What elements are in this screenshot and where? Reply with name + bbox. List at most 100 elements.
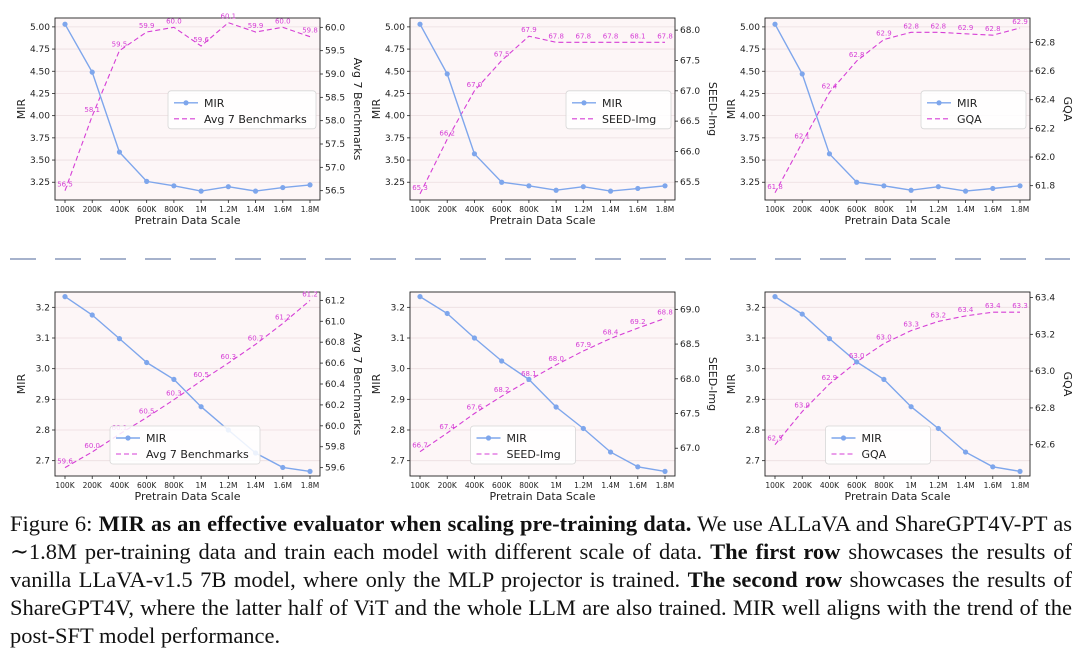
x-tick-label: 100K <box>410 481 430 490</box>
y-tick-label: 2.7 <box>36 457 50 467</box>
mir-point <box>171 183 177 189</box>
plot-frame <box>764 17 1031 201</box>
x-tick-label: 800K <box>874 481 894 490</box>
x-tick-label: 1.2M <box>574 205 592 214</box>
mir-point <box>772 21 778 27</box>
mir-point <box>499 179 505 185</box>
data-label: 62.8 <box>985 25 1001 33</box>
mir-point <box>417 294 423 300</box>
y-tick-label: 4.25 <box>30 89 50 99</box>
y2-axis-label: GQA <box>1061 372 1074 397</box>
y2-tick-label: 57.5 <box>325 140 345 150</box>
data-label: 63.4 <box>985 302 1001 310</box>
legend-performance-label: GQA <box>957 113 982 126</box>
y2-tick-label: 60.4 <box>325 380 345 390</box>
caption-text-1: We use ALLaVA and ShareGPT4V-PT as ∼1.8M… <box>10 511 1072 564</box>
series-line-performance <box>64 299 311 469</box>
mir-point <box>444 71 450 77</box>
x-tick-label: 200K <box>438 481 458 490</box>
legend-box <box>109 425 261 465</box>
x-tick-label: 1.8M <box>301 481 319 490</box>
figure-caption: Figure 6: MIR as an effective evaluator … <box>10 510 1072 650</box>
y2-tick-label: 62.4 <box>1035 96 1055 106</box>
x-tick-label: 1.4M <box>601 481 619 490</box>
series-line-mir <box>419 23 666 192</box>
y-tick-label: 4.00 <box>30 112 50 122</box>
data-label: 62.1 <box>794 133 810 141</box>
data-label: 60.1 <box>221 13 237 21</box>
x-tick-label: 600K <box>137 205 157 214</box>
data-label: 60.0 <box>275 17 291 25</box>
plot-frame <box>54 17 321 201</box>
mir-point <box>89 312 95 318</box>
mir-point <box>526 376 532 382</box>
y2-tick-label: 67.5 <box>680 56 700 66</box>
series-line-mir <box>774 296 1021 473</box>
y-tick-label: 3.2 <box>746 303 760 313</box>
mir-point <box>307 468 313 474</box>
x-tick-label: 1.6M <box>629 481 647 490</box>
data-label: 67.8 <box>657 32 673 40</box>
y2-tick-label: 63.0 <box>1035 367 1055 377</box>
x-axis-label: Pretrain Data Scale <box>135 214 241 227</box>
data-label: 60.3 <box>166 390 182 398</box>
x-tick-label: 200K <box>83 205 103 214</box>
y-tick-label: 4.75 <box>385 45 405 55</box>
mir-point <box>417 21 423 27</box>
mir-point <box>471 335 478 341</box>
x-tick-label: 100K <box>55 205 75 214</box>
x-tick-label: 100K <box>55 481 75 490</box>
data-label: 63.0 <box>849 352 865 360</box>
data-label: 58.1 <box>84 106 100 114</box>
data-label: 60.5 <box>139 407 155 415</box>
mir-point <box>198 404 204 410</box>
y2-tick-label: 59.6 <box>325 464 345 474</box>
y2-tick-label: 59.0 <box>325 70 345 80</box>
data-label: 60.0 <box>166 17 182 25</box>
y-tick-label: 3.0 <box>746 365 761 375</box>
data-label: 60.3 <box>221 353 237 361</box>
legend-mir-marker <box>485 435 492 441</box>
data-label: 63.2 <box>931 311 947 319</box>
data-label: 61.8 <box>767 183 783 191</box>
y2-tick-label: 58.0 <box>325 117 345 127</box>
y-tick-label: 4.50 <box>30 67 50 77</box>
y-tick-label: 5.00 <box>30 23 50 33</box>
data-label: 63.0 <box>876 334 892 342</box>
series-line-performance <box>774 311 1020 446</box>
x-tick-label: 400K <box>820 205 840 214</box>
x-tick-label: 1M <box>905 205 916 214</box>
mir-point <box>662 183 668 189</box>
y-tick-label: 2.9 <box>746 395 761 405</box>
caption-prefix: Figure 6: <box>10 511 99 536</box>
y2-tick-label: 62.2 <box>1035 124 1055 134</box>
y2-axis-label: Avg 7 Benchmarks <box>351 333 364 436</box>
y-tick-label: 3.2 <box>391 303 405 313</box>
mir-point <box>307 182 313 188</box>
y2-tick-label: 68.0 <box>680 26 700 36</box>
y2-axis-label: SEED-Img <box>706 357 719 411</box>
data-label: 68.8 <box>657 308 673 316</box>
y2-tick-label: 61.2 <box>325 296 345 306</box>
mir-point <box>881 183 887 189</box>
legend-performance-label: SEED-Img <box>602 113 656 126</box>
x-tick-label: 1.6M <box>274 481 292 490</box>
data-label: 62.9 <box>822 374 838 382</box>
y2-tick-label: 67.0 <box>680 87 700 97</box>
y2-tick-label: 61.8 <box>1035 182 1055 192</box>
data-label: 60.5 <box>193 371 209 379</box>
data-label: 67.9 <box>576 341 592 349</box>
y-tick-label: 4.25 <box>740 89 760 99</box>
legend-mir-label: MIR <box>862 432 883 445</box>
y-tick-label: 3.25 <box>740 178 760 188</box>
y2-tick-label: 56.5 <box>325 187 345 197</box>
mir-point <box>171 376 177 382</box>
data-label: 60.7 <box>248 334 264 342</box>
x-tick-label: 1.2M <box>219 481 237 490</box>
mir-point <box>826 336 833 342</box>
caption-text-2: showcases the results of vanilla LLaVA-v… <box>10 539 1072 592</box>
x-tick-label: 1.8M <box>1011 205 1029 214</box>
x-tick-label: 1.8M <box>301 205 319 214</box>
y-tick-label: 3.75 <box>740 134 760 144</box>
y-tick-label: 4.75 <box>30 45 50 55</box>
